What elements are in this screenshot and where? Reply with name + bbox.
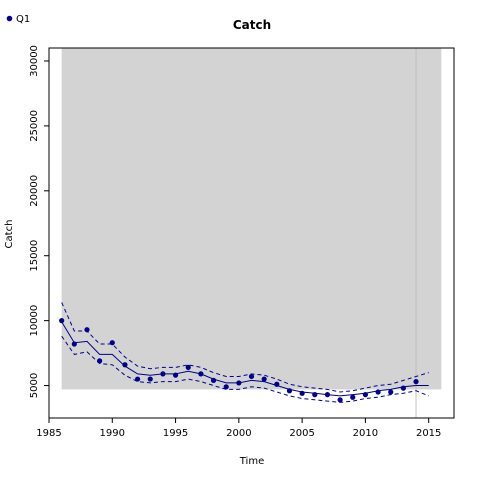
data-point bbox=[122, 362, 128, 368]
data-point bbox=[198, 371, 204, 377]
data-point bbox=[312, 392, 318, 398]
x-tick-label: 1995 bbox=[163, 428, 188, 439]
data-point bbox=[286, 388, 293, 394]
upper-interval-line bbox=[61, 302, 429, 393]
x-tick-label: 1985 bbox=[36, 428, 61, 439]
y-tick-label: 25000 bbox=[29, 110, 40, 142]
data-point bbox=[160, 371, 166, 377]
y-tick-label: 5000 bbox=[29, 373, 40, 398]
data-point bbox=[223, 384, 229, 390]
shaded-region bbox=[61, 48, 442, 390]
x-axis-title: Time bbox=[239, 456, 264, 467]
x-tick-label: 2010 bbox=[353, 428, 378, 439]
data-point bbox=[274, 381, 280, 387]
x-tick-label: 2005 bbox=[289, 428, 314, 439]
data-point bbox=[84, 327, 90, 333]
data-point bbox=[97, 358, 103, 364]
data-point bbox=[362, 392, 369, 398]
data-point bbox=[109, 340, 115, 346]
chart-title: Catch bbox=[233, 18, 271, 32]
data-point bbox=[248, 373, 255, 380]
data-point bbox=[337, 397, 343, 403]
x-tick-label: 1990 bbox=[100, 428, 125, 439]
plot-frame bbox=[48, 47, 455, 419]
x-tick-label: 2015 bbox=[416, 428, 441, 439]
data-point bbox=[388, 389, 394, 395]
legend-label-q1: Q1 bbox=[16, 14, 30, 25]
y-tick-label: 30000 bbox=[29, 45, 40, 77]
data-point bbox=[210, 377, 217, 383]
x-axis: 1985 1990 1995 2000 2005 2010 2015 bbox=[36, 418, 441, 439]
data-point bbox=[350, 394, 356, 400]
y-tick-label: 10000 bbox=[29, 305, 40, 337]
data-point bbox=[134, 376, 141, 382]
data-point bbox=[413, 379, 419, 385]
data-point bbox=[236, 380, 242, 386]
data-point bbox=[147, 376, 153, 382]
legend: Q1 bbox=[6, 14, 30, 25]
y-axis: 5000 10000 15000 20000 25000 30000 bbox=[29, 45, 49, 398]
y-tick-label: 15000 bbox=[29, 240, 40, 272]
data-point bbox=[375, 389, 381, 395]
y-axis-title: Catch bbox=[4, 220, 15, 249]
lower-interval-line bbox=[61, 335, 429, 403]
data-point bbox=[185, 364, 191, 370]
data-point bbox=[261, 376, 267, 382]
data-point bbox=[324, 392, 331, 398]
data-point bbox=[299, 390, 305, 396]
legend-marker-q1 bbox=[6, 15, 13, 22]
data-point bbox=[59, 318, 65, 324]
data-point bbox=[71, 341, 77, 347]
data-point bbox=[172, 372, 179, 378]
y-tick-label: 20000 bbox=[29, 175, 40, 207]
x-tick-label: 2000 bbox=[226, 428, 251, 439]
data-point bbox=[400, 385, 406, 391]
